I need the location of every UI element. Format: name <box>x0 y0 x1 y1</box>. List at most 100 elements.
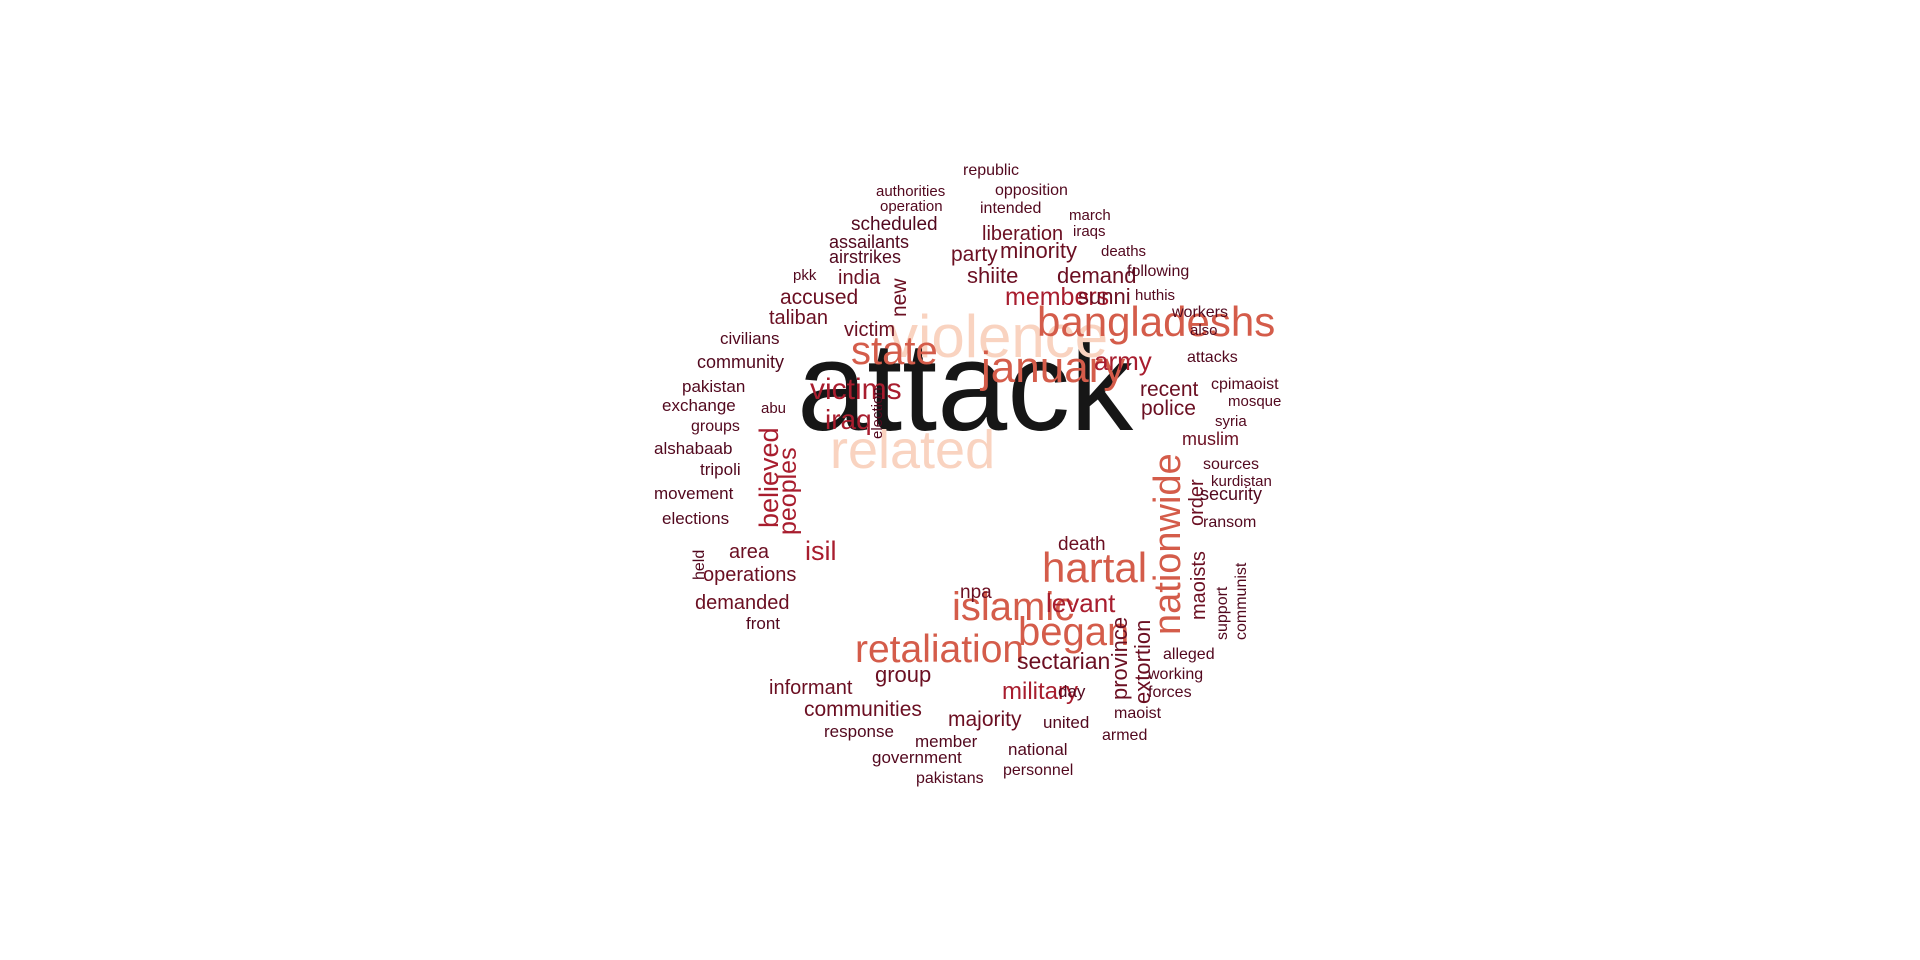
word-peoples: peoples <box>774 447 802 535</box>
word-assailants: assailants <box>829 232 909 252</box>
word-new: new <box>888 278 911 317</box>
word-march: march <box>1069 207 1111 224</box>
word-huthis: huthis <box>1135 287 1175 304</box>
word-government: government <box>872 748 962 767</box>
word-majority: majority <box>948 708 1022 731</box>
word-accused: accused <box>780 286 858 309</box>
word-state: state <box>851 329 938 373</box>
word-members: members <box>1005 283 1109 311</box>
word-deaths: deaths <box>1101 243 1146 260</box>
word-security: security <box>1200 484 1262 504</box>
word-sunni: sunni <box>1078 284 1131 309</box>
word-operation: operation <box>880 198 943 215</box>
word-army: army <box>1094 346 1152 376</box>
word-pakistans: pakistans <box>916 770 984 787</box>
word-levant: levant <box>1046 588 1116 618</box>
word-response: response <box>824 722 894 741</box>
word-attacks: attacks <box>1187 349 1238 366</box>
word-scheduled: scheduled <box>851 214 938 235</box>
word-muslim: muslim <box>1182 429 1239 449</box>
word-kurdistan: kurdistan <box>1211 473 1272 490</box>
word-january: january <box>979 343 1125 392</box>
word-ransom: ransom <box>1203 514 1256 531</box>
word-cpimaoist: cpimaoist <box>1211 376 1279 393</box>
word-operations: operations <box>703 564 796 586</box>
word-authorities: authorities <box>876 183 945 200</box>
word-isil: isil <box>805 536 837 566</box>
word-informant: informant <box>769 677 853 699</box>
word-airstrikes: airstrikes <box>829 247 901 267</box>
word-liberation: liberation <box>982 223 1063 245</box>
word-forces: forces <box>1148 684 1192 701</box>
word-order: order <box>1186 479 1208 526</box>
word-nationwide: nationwide <box>1147 453 1189 635</box>
word-groups: groups <box>691 418 740 435</box>
word-began: began <box>1018 610 1129 654</box>
word-civilians: civilians <box>720 329 780 348</box>
word-province: province <box>1107 617 1132 700</box>
word-workers: workers <box>1171 304 1228 321</box>
word-attack: attack <box>797 316 1134 457</box>
word-sources: sources <box>1203 456 1259 473</box>
word-intended: intended <box>980 200 1041 217</box>
word-victim: victim <box>844 319 895 341</box>
word-violence: violence <box>888 303 1108 370</box>
word-syria: syria <box>1215 413 1247 430</box>
word-military: military <box>1002 678 1078 705</box>
word-iraq: iraq <box>825 404 872 435</box>
word-maoists: maoists <box>1188 551 1210 620</box>
word-alshabaab: alshabaab <box>654 439 732 458</box>
word-party: party <box>951 243 998 266</box>
word-npa: npa <box>960 582 992 603</box>
word-india: india <box>838 267 881 289</box>
word-mosque: mosque <box>1228 393 1281 410</box>
word-day: day <box>1058 682 1086 701</box>
word-believed: believed <box>754 427 784 528</box>
word-islamic: islamic <box>952 585 1074 629</box>
word-movement: movement <box>654 484 734 503</box>
word-alleged: alleged <box>1163 646 1215 663</box>
word-demanded: demanded <box>695 592 790 614</box>
word-area: area <box>729 541 770 563</box>
word-held: held <box>691 550 708 580</box>
word-death: death <box>1058 534 1106 555</box>
word-republic: republic <box>963 162 1019 179</box>
word-group: group <box>875 662 931 687</box>
word-election: election <box>869 387 886 439</box>
word-community: community <box>697 352 784 372</box>
word-abu: abu <box>761 400 786 417</box>
word-related: related <box>830 420 995 480</box>
word-also: also <box>1190 322 1218 339</box>
word-support: support <box>1214 586 1231 640</box>
word-demand: demand <box>1057 263 1137 288</box>
word-armed: armed <box>1102 727 1147 744</box>
word-opposition: opposition <box>995 182 1068 199</box>
word-minority: minority <box>1000 238 1077 263</box>
word-communities: communities <box>804 698 922 721</box>
word-maoist: maoist <box>1114 705 1162 722</box>
word-elections: elections <box>662 509 729 528</box>
word-united: united <box>1043 713 1089 732</box>
word-pakistan: pakistan <box>682 377 745 396</box>
word-iraqs: iraqs <box>1073 223 1106 240</box>
word-communist: communist <box>1233 562 1250 640</box>
word-extortion: extortion <box>1130 620 1155 704</box>
word-recent: recent <box>1140 378 1199 401</box>
word-national: national <box>1008 740 1068 759</box>
word-pkk: pkk <box>793 267 817 284</box>
word-personnel: personnel <box>1003 762 1073 779</box>
word-front: front <box>746 614 780 633</box>
word-retaliation: retaliation <box>855 628 1024 671</box>
word-bangladeshs: bangladeshs <box>1037 298 1275 345</box>
word-tripoli: tripoli <box>700 460 741 479</box>
word-sectarian: sectarian <box>1017 648 1110 674</box>
word-exchange: exchange <box>662 396 736 415</box>
word-victims: victims <box>810 373 902 406</box>
word-shiite: shiite <box>967 263 1018 288</box>
word-member: member <box>915 732 978 751</box>
word-following: following <box>1127 263 1189 280</box>
word-working: working <box>1147 666 1203 683</box>
word-taliban: taliban <box>769 307 828 329</box>
